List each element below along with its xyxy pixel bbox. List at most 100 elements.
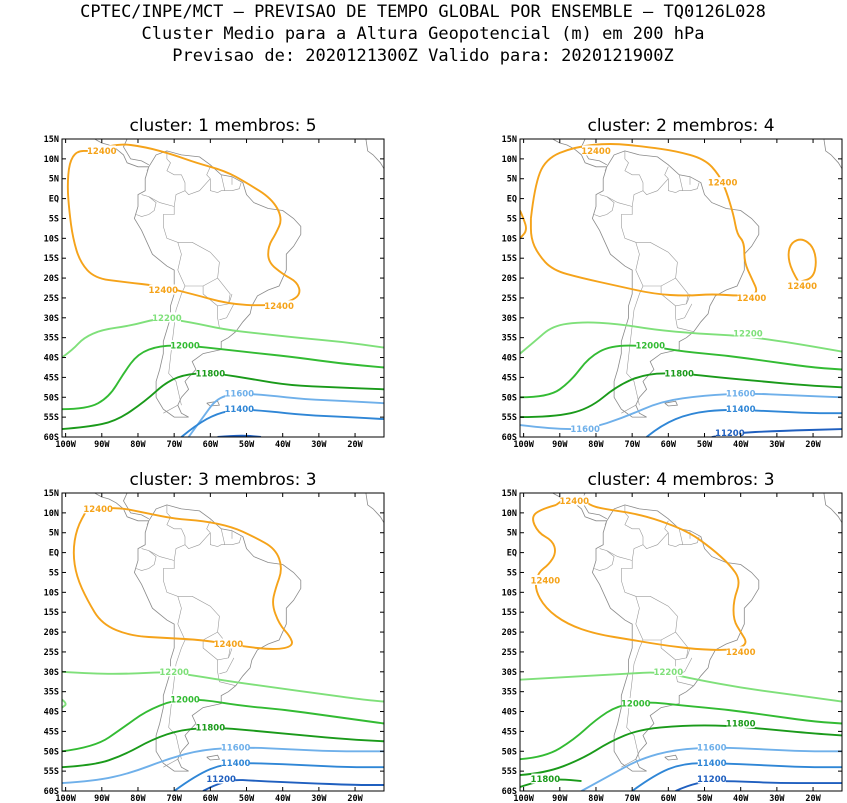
cluster-panel-3: cluster: 3 membros: 3 12400 12400 12200 1200… bbox=[44, 470, 385, 803]
country-border bbox=[219, 657, 235, 675]
country-border bbox=[594, 548, 615, 571]
africa-coastline bbox=[365, 493, 384, 524]
contour-label: 12000 bbox=[635, 342, 665, 352]
falklands-coastline bbox=[206, 754, 220, 761]
cluster-panels: cluster: 1 membros: 5 12400 12400 12400 1220… bbox=[44, 116, 843, 803]
lat-tick-label: EQ bbox=[507, 195, 517, 205]
country-border bbox=[136, 548, 157, 571]
lat-tick-label: 35S bbox=[44, 688, 59, 698]
country-border bbox=[136, 194, 157, 217]
lat-tick-label: 15S bbox=[44, 254, 59, 264]
figure-title-line-1: CPTEC/INPE/MCT – PREVISAO DE TEMPO GLOBA… bbox=[80, 2, 766, 22]
contour-label-background bbox=[221, 741, 250, 752]
lat-tick-label: 25S bbox=[44, 648, 59, 658]
height-contours bbox=[62, 143, 384, 437]
cluster-panel-4: cluster: 4 membros: 3 12400 12400 12400 1220… bbox=[502, 470, 843, 803]
lat-tick-label: 45S bbox=[44, 373, 59, 383]
lat-tick-label: 40S bbox=[502, 708, 517, 718]
lat-tick-label: 60S bbox=[44, 787, 59, 797]
country-border bbox=[168, 623, 186, 760]
country-border bbox=[635, 596, 678, 641]
lat-tick-label: 10N bbox=[502, 509, 517, 519]
contour-11800 bbox=[62, 372, 384, 431]
country-border bbox=[621, 178, 669, 271]
africa-coastline bbox=[823, 493, 842, 524]
contour-label-background bbox=[84, 503, 113, 514]
contour-12200 bbox=[62, 698, 67, 709]
lon-tick-label: 100W bbox=[55, 440, 76, 450]
country-border bbox=[219, 303, 235, 321]
contour-label: 12400 bbox=[708, 179, 738, 189]
lat-tick-label: 45S bbox=[44, 727, 59, 737]
lon-tick-label: 50W bbox=[239, 794, 255, 803]
country-border bbox=[660, 640, 691, 661]
contour-labels: 12400 12400 12200 12000 11800 11600 11400 11200 bbox=[83, 503, 251, 785]
contour-label: 11400 bbox=[697, 759, 727, 769]
lat-tick-label: EQ bbox=[49, 195, 59, 205]
lat-tick-label: 20S bbox=[44, 274, 59, 284]
panel-title: cluster: 2 membros: 4 bbox=[587, 116, 774, 136]
country-border bbox=[604, 166, 608, 171]
contour-labels: 12400 12400 12400 12400 12200 12000 11800 11600… bbox=[570, 145, 817, 437]
country-border bbox=[163, 758, 178, 768]
lon-tick-label: 40W bbox=[275, 794, 291, 803]
lon-tick-label: 70W bbox=[624, 440, 640, 450]
height-contours bbox=[62, 507, 384, 791]
country-border bbox=[217, 659, 236, 686]
lat-tick-label: 55S bbox=[502, 767, 517, 777]
lat-tick-label: 15N bbox=[502, 135, 517, 145]
country-border bbox=[163, 532, 211, 625]
lon-tick-label: 80W bbox=[588, 440, 604, 450]
contour-label-background bbox=[560, 495, 589, 506]
lat-tick-label: 5N bbox=[49, 175, 59, 185]
central-america-coastline bbox=[552, 139, 607, 168]
contour-label-background bbox=[571, 423, 600, 434]
contour-label-background bbox=[708, 177, 737, 188]
contour-label-background bbox=[737, 292, 766, 303]
lon-tick-label: 90W bbox=[552, 440, 568, 450]
country-border bbox=[675, 659, 694, 686]
contour-label-background bbox=[665, 367, 694, 378]
contour-label: 11600 bbox=[697, 743, 727, 753]
contour-label: 11400 bbox=[221, 759, 251, 769]
lon-tick-label: 30W bbox=[769, 440, 785, 450]
lat-tick-label: 40S bbox=[44, 354, 59, 364]
lat-tick-label: 35S bbox=[44, 334, 59, 344]
country-border bbox=[594, 194, 615, 217]
country-border bbox=[168, 269, 186, 406]
contour-label-background bbox=[788, 280, 817, 291]
contour-label: 11200 bbox=[206, 775, 236, 785]
country-border bbox=[604, 520, 608, 525]
lon-tick-label: 50W bbox=[697, 440, 713, 450]
country-border bbox=[202, 286, 233, 307]
country-border bbox=[677, 303, 693, 321]
contour-12400 bbox=[529, 143, 758, 297]
country-border bbox=[675, 277, 689, 304]
contour-label: 12400 bbox=[726, 648, 756, 658]
contour-label-background bbox=[171, 340, 200, 351]
contour-label: 11600 bbox=[726, 389, 756, 399]
axis-ticks: 100W 90W 80W 70W 60W 50W 40W 30W 20W 15N 10N 5N EQ 5S… bbox=[44, 489, 384, 803]
contour-label-background bbox=[207, 773, 236, 784]
lat-tick-label: 55S bbox=[44, 767, 59, 777]
lat-tick-label: 30S bbox=[502, 314, 517, 324]
lon-tick-label: 60W bbox=[203, 440, 219, 450]
country-border bbox=[148, 196, 175, 207]
contour-label-background bbox=[697, 773, 726, 784]
central-america-coastline bbox=[105, 139, 149, 166]
country-border bbox=[146, 520, 150, 525]
lat-tick-label: 15N bbox=[502, 489, 517, 499]
contour-12400 bbox=[72, 507, 293, 650]
lat-tick-label: 15S bbox=[44, 608, 59, 618]
lat-tick-label: 55S bbox=[502, 413, 517, 423]
country-border bbox=[664, 166, 700, 193]
contour-label-background bbox=[221, 757, 250, 768]
lon-tick-label: 90W bbox=[94, 794, 110, 803]
contour-11400 bbox=[180, 408, 384, 437]
lat-tick-label: 20S bbox=[502, 628, 517, 638]
lat-tick-label: 15N bbox=[44, 135, 59, 145]
contour-label-background bbox=[196, 367, 225, 378]
country-border bbox=[606, 550, 633, 561]
contour-label-background bbox=[636, 340, 665, 351]
